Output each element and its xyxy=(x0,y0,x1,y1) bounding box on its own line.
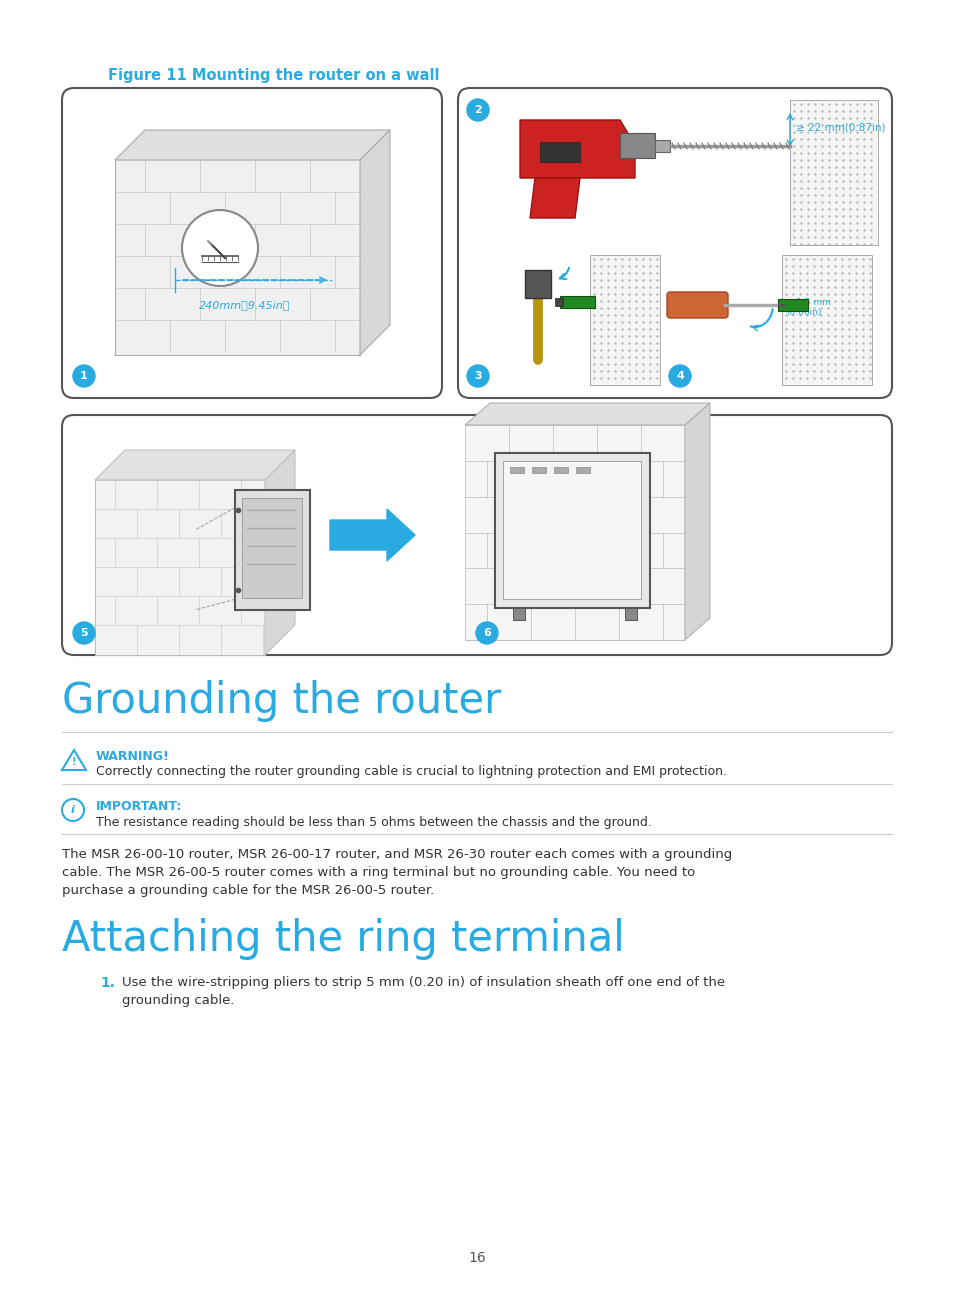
Circle shape xyxy=(62,800,84,820)
Text: 6: 6 xyxy=(482,629,491,638)
Text: !: ! xyxy=(71,757,76,767)
Text: The resistance reading should be less than 5 ohms between the chassis and the gr: The resistance reading should be less th… xyxy=(96,816,651,829)
Text: 2: 2 xyxy=(474,105,481,115)
FancyArrow shape xyxy=(330,509,415,561)
Text: i: i xyxy=(71,805,75,815)
Polygon shape xyxy=(62,750,86,770)
Bar xyxy=(532,467,545,473)
Polygon shape xyxy=(359,130,390,355)
Text: 16: 16 xyxy=(468,1251,485,1265)
Bar xyxy=(513,608,524,619)
Polygon shape xyxy=(464,403,709,425)
Text: 1: 1 xyxy=(80,371,88,381)
Bar xyxy=(778,299,807,311)
Bar xyxy=(624,608,637,619)
Circle shape xyxy=(668,365,690,388)
Bar xyxy=(524,270,551,298)
Text: The MSR 26-00-10 router, MSR 26-00-17 router, and MSR 26-30 router each comes wi: The MSR 26-00-10 router, MSR 26-00-17 ro… xyxy=(62,848,732,861)
Text: ≥ 1,5 mm
(0.06in): ≥ 1,5 mm (0.06in) xyxy=(785,298,830,318)
Bar xyxy=(789,100,877,245)
Circle shape xyxy=(182,210,257,286)
Polygon shape xyxy=(684,403,709,640)
Text: Grounding the router: Grounding the router xyxy=(62,680,500,722)
Bar xyxy=(589,255,659,385)
Bar xyxy=(554,467,567,473)
Text: Figure 11 Mounting the router on a wall: Figure 11 Mounting the router on a wall xyxy=(108,67,439,83)
Bar xyxy=(234,490,310,610)
Bar xyxy=(559,295,595,308)
Polygon shape xyxy=(115,130,390,159)
Text: purchase a grounding cable for the MSR 26-00-5 router.: purchase a grounding cable for the MSR 2… xyxy=(62,884,434,897)
Bar xyxy=(495,454,649,608)
Text: 3: 3 xyxy=(474,371,481,381)
Bar xyxy=(555,298,562,306)
Text: IMPORTANT:: IMPORTANT: xyxy=(96,800,182,813)
Bar xyxy=(539,143,579,162)
Bar xyxy=(576,467,589,473)
Polygon shape xyxy=(115,159,359,355)
Polygon shape xyxy=(95,450,294,480)
Circle shape xyxy=(73,365,95,388)
Text: Attaching the ring terminal: Attaching the ring terminal xyxy=(62,918,624,960)
Bar xyxy=(464,425,684,640)
Bar xyxy=(655,140,669,152)
Circle shape xyxy=(467,365,489,388)
Polygon shape xyxy=(265,450,294,654)
Text: Correctly connecting the router grounding cable is crucial to lightning protecti: Correctly connecting the router groundin… xyxy=(96,765,726,778)
Text: grounding cable.: grounding cable. xyxy=(122,994,234,1007)
Polygon shape xyxy=(95,480,265,654)
Text: ≥ 22 mm(0.87in): ≥ 22 mm(0.87in) xyxy=(795,123,884,133)
Bar xyxy=(502,461,640,599)
Text: 240mm（9.45in）: 240mm（9.45in） xyxy=(199,299,291,310)
Circle shape xyxy=(73,622,95,644)
FancyBboxPatch shape xyxy=(666,292,727,318)
Bar xyxy=(619,133,655,158)
FancyBboxPatch shape xyxy=(62,88,441,398)
Text: cable. The MSR 26-00-5 router comes with a ring terminal but no grounding cable.: cable. The MSR 26-00-5 router comes with… xyxy=(62,866,695,879)
Text: 1.: 1. xyxy=(100,976,115,990)
Bar xyxy=(781,255,871,385)
Text: Use the wire-stripping pliers to strip 5 mm (0.20 in) of insulation sheath off o: Use the wire-stripping pliers to strip 5… xyxy=(122,976,724,989)
Bar xyxy=(510,467,523,473)
Text: 5: 5 xyxy=(80,629,88,638)
Text: 4: 4 xyxy=(676,371,683,381)
Polygon shape xyxy=(530,178,579,218)
FancyBboxPatch shape xyxy=(62,415,891,654)
Polygon shape xyxy=(519,121,635,178)
Circle shape xyxy=(467,98,489,121)
Bar xyxy=(242,498,302,597)
Circle shape xyxy=(476,622,497,644)
FancyBboxPatch shape xyxy=(457,88,891,398)
Text: WARNING!: WARNING! xyxy=(96,750,170,763)
